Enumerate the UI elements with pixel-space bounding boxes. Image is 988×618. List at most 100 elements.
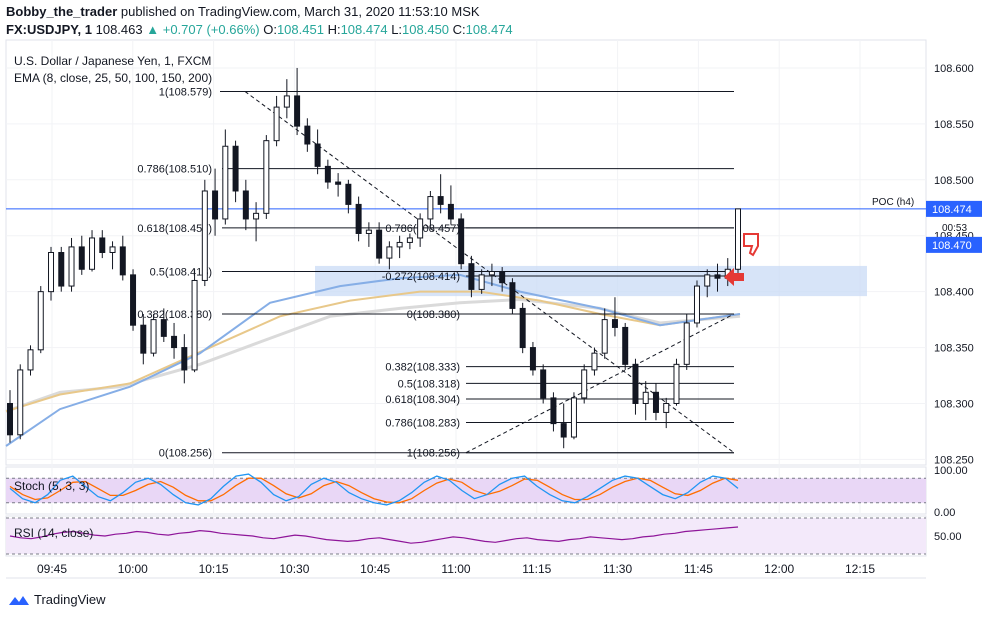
candle-body	[294, 95, 301, 127]
time-tick-label: 12:15	[845, 562, 875, 576]
fib-label-left: 1(108.579)	[159, 86, 212, 98]
open-value: 108.451	[276, 22, 324, 37]
candle-body	[447, 203, 454, 220]
time-tick-label: 09:45	[37, 562, 67, 576]
stoch-band	[6, 478, 926, 503]
time-tick-label: 11:30	[603, 562, 632, 576]
time-tick-label: 10:30	[279, 562, 309, 576]
time-tick-label: 10:15	[199, 562, 229, 576]
fib-label-right: 1(108.256)	[407, 448, 460, 460]
candle-body	[632, 363, 639, 404]
red-arrow-icon	[724, 268, 744, 286]
time-tick-label: 10:45	[360, 562, 390, 576]
candle-body	[704, 274, 711, 287]
candle-body	[263, 140, 270, 214]
time-tick-label: 11:45	[684, 562, 713, 576]
candle-body	[304, 125, 311, 145]
stoch-tick-label: 100.00	[934, 465, 968, 477]
stoch-legend: Stoch (5, 3, 3)	[14, 479, 90, 493]
publish-header: Bobby_the_trader published on TradingVie…	[6, 4, 480, 19]
candle-body	[396, 241, 403, 248]
candle-body	[365, 229, 372, 234]
candle-body	[212, 190, 219, 220]
candle-body	[652, 391, 659, 413]
price-tick-label: 108.600	[934, 63, 974, 75]
stoch-tick-label: 0.00	[934, 507, 955, 519]
poc-price-text: 108.474	[932, 204, 972, 216]
candle-body	[78, 246, 85, 270]
candle-body	[314, 143, 321, 167]
time-tick-label: 12:00	[764, 562, 794, 576]
candle-body	[335, 181, 342, 185]
candle-body	[37, 291, 44, 351]
candle-body	[468, 263, 475, 290]
price-tick-label: 108.500	[934, 175, 974, 187]
candle-body	[89, 237, 96, 270]
rsi-tick-label: 50.00	[934, 531, 962, 543]
quote-header: FX:USDJPY, 1 108.463 ▲ +0.707 (+0.66%) O…	[6, 22, 513, 37]
footer-brand[interactable]: TradingView	[8, 592, 106, 607]
candle-body	[58, 252, 65, 287]
ema-legend: EMA (8, close, 25, 50, 100, 150, 200)	[14, 71, 213, 85]
candle-body	[437, 196, 444, 205]
high-label: H:	[327, 22, 341, 37]
last-price-text: 108.470	[932, 240, 972, 252]
up-triangle-icon: ▲	[146, 22, 160, 37]
price-tick-label: 108.350	[934, 343, 974, 355]
price-tick-label: 108.300	[934, 398, 974, 410]
candle-body	[68, 246, 75, 287]
last-price-box	[926, 236, 982, 253]
dashed-trendline-up	[465, 313, 735, 454]
candle-body	[642, 391, 649, 404]
candle-body	[427, 196, 434, 220]
candle-body	[550, 397, 557, 425]
candle-body	[232, 145, 239, 192]
fib-label-left: 0(108.256)	[159, 448, 212, 460]
candle-body	[529, 347, 536, 371]
rsi-line	[9, 526, 739, 544]
close-value: 108.474	[465, 22, 513, 37]
symbol-label: FX:USDJPY, 1	[6, 22, 92, 37]
low-value: 108.450	[402, 22, 450, 37]
candle-body	[130, 274, 137, 326]
candle-body	[150, 319, 157, 354]
candle-body	[519, 307, 526, 349]
ema-100-line	[5, 273, 741, 447]
low-label: L:	[391, 22, 403, 37]
candle-body	[253, 212, 260, 220]
candle-body	[119, 246, 126, 276]
candle-body	[376, 229, 383, 259]
countdown-timer: 00:53	[942, 223, 967, 234]
candle-body	[499, 271, 506, 284]
thumbs-down-icon	[743, 233, 759, 257]
author-name[interactable]: Bobby_the_trader	[6, 4, 118, 19]
candle-body	[591, 352, 598, 371]
fib-label-right: 0(108.380)	[407, 309, 460, 321]
candle-body	[478, 274, 485, 290]
candle-body	[458, 218, 465, 265]
time-tick-label: 11:00	[441, 562, 470, 576]
candle-body	[663, 402, 670, 413]
candle-body	[48, 252, 55, 293]
candle-body	[673, 363, 680, 404]
candle-body	[191, 279, 198, 371]
candle-body	[345, 183, 352, 205]
time-tick-label: 10:00	[118, 562, 148, 576]
rsi-band	[6, 518, 926, 554]
price-tick-label: 108.550	[934, 119, 974, 131]
candle-body	[509, 282, 516, 309]
candle-body	[17, 369, 24, 436]
candle-body	[283, 95, 290, 108]
candle-body	[355, 203, 362, 234]
candle-body	[324, 165, 331, 183]
candle-body	[201, 190, 208, 281]
candle-body	[99, 237, 106, 253]
brand-label: TradingView	[34, 592, 106, 607]
candle-body	[242, 190, 249, 220]
candle-body	[7, 402, 13, 436]
poc-price-box	[926, 200, 982, 217]
last-price: 108.463	[95, 22, 143, 37]
time-tick-label: 11:15	[522, 562, 551, 576]
fib-label-left: 0.5(108.418)	[150, 267, 212, 279]
